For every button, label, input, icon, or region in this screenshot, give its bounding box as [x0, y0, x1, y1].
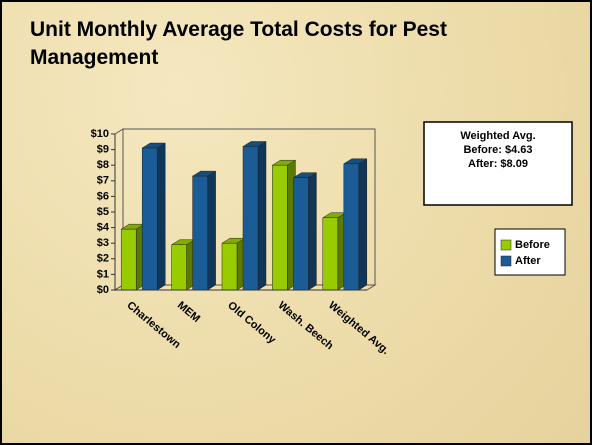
legend-label: Before	[515, 239, 550, 251]
bar-side	[257, 141, 267, 291]
bar	[171, 244, 187, 291]
legend-swatch	[500, 239, 512, 251]
bar	[192, 175, 208, 291]
y-tick-label: $2	[97, 253, 109, 265]
bar	[120, 228, 137, 291]
legend-box	[494, 228, 566, 276]
bar	[221, 242, 238, 291]
annotation-line: Weighted Avg.	[460, 130, 535, 142]
slide-title: Unit Monthly Average Total Costs for Pes…	[30, 18, 447, 69]
x-tick-label: Weighted Avg.	[326, 299, 391, 357]
bar	[293, 177, 309, 291]
y-tick-label: $8	[97, 159, 109, 171]
annotation-box	[423, 121, 573, 206]
bar-side	[207, 170, 216, 291]
bar	[343, 163, 360, 291]
x-tick-label: Old Colony	[225, 299, 278, 346]
y-tick-label: $3	[97, 237, 109, 249]
legend-swatch	[500, 255, 512, 267]
bar	[322, 217, 339, 291]
bar-side	[358, 158, 368, 291]
bar	[242, 146, 259, 291]
x-tick-label: Charlestown	[124, 299, 182, 351]
y-tick-label: $4	[97, 222, 110, 234]
legend-label: After	[515, 255, 541, 267]
bar-side	[156, 142, 166, 291]
y-tick-label: $9	[97, 144, 109, 156]
x-tick-label: MEM	[175, 299, 202, 325]
y-tick-label: $7	[97, 175, 109, 187]
bar	[272, 164, 288, 291]
annotation-line: Before: $4.63	[463, 144, 532, 156]
annotation-line: After: $8.09	[468, 158, 528, 170]
y-tick-label: $5	[97, 206, 109, 218]
bar	[141, 147, 158, 291]
bar-side	[308, 172, 317, 291]
y-tick-label: $0	[97, 284, 109, 296]
y-tick-label: $1	[97, 268, 109, 280]
y-tick-label: $6	[97, 190, 109, 202]
y-tick-label: $10	[91, 128, 109, 140]
